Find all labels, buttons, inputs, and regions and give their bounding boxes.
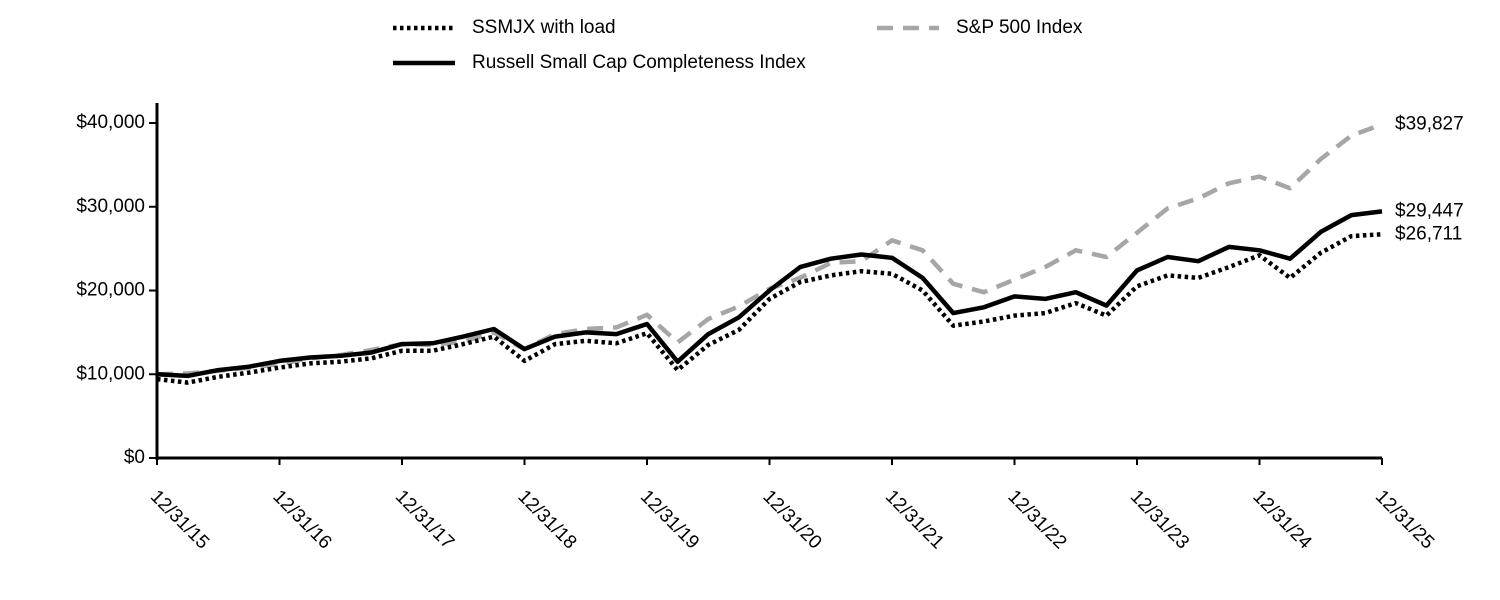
legend-label: Russell Small Cap Completeness Index — [472, 52, 806, 73]
y-tick-label: $30,000 — [76, 196, 145, 217]
end-label: $29,447 — [1395, 200, 1464, 221]
y-tick-label: $0 — [124, 447, 145, 468]
x-tick-label: 12/31/16 — [268, 486, 335, 553]
x-tick-label: 12/31/17 — [391, 486, 458, 553]
x-tick-label: 12/31/19 — [636, 486, 703, 553]
x-tick-label: 12/31/23 — [1126, 486, 1193, 553]
x-tick-label: 12/31/25 — [1371, 486, 1438, 553]
legend-label: S&P 500 Index — [956, 17, 1083, 38]
series-line — [156, 232, 1383, 385]
x-tick-label: 12/31/20 — [758, 486, 825, 553]
y-tick-label: $40,000 — [76, 112, 145, 133]
y-tick-label: $10,000 — [76, 363, 145, 384]
x-tick-label: 12/31/15 — [146, 486, 213, 553]
x-tick-label: 12/31/22 — [1003, 486, 1070, 553]
x-tick-label: 12/31/18 — [513, 486, 580, 553]
series-line — [156, 209, 1383, 379]
x-tick-label: 12/31/24 — [1248, 486, 1315, 553]
x-tick-label: 12/31/21 — [881, 486, 948, 553]
y-tick-label: $20,000 — [76, 280, 145, 301]
legend-label: SSMJX with load — [472, 17, 616, 38]
end-label: $39,827 — [1395, 113, 1464, 134]
series-line — [156, 122, 1383, 377]
end-label: $26,711 — [1395, 223, 1462, 244]
